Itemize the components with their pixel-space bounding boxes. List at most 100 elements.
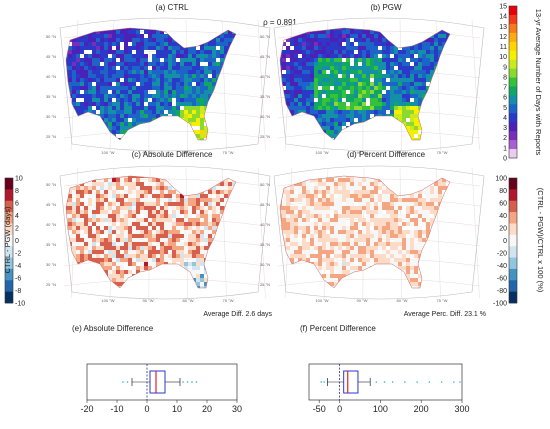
grid-cell: [302, 214, 306, 218]
grid-cell: [108, 74, 112, 78]
grid-cell: [334, 234, 338, 238]
grid-cell: [76, 254, 80, 258]
grid-cell: [362, 54, 366, 58]
grid-cell: [390, 234, 394, 238]
grid-cell: [334, 242, 338, 246]
grid-cell: [302, 110, 306, 114]
grid-cell: [188, 266, 192, 270]
grid-cell: [112, 86, 116, 90]
grid-cell: [406, 102, 410, 106]
grid-cell: [176, 222, 180, 226]
grid-cell: [66, 126, 68, 130]
grid-cell: [338, 202, 342, 206]
grid-cell: [80, 226, 84, 230]
grid-cell: [426, 222, 430, 226]
grid-cell: [168, 214, 172, 218]
grid-cell: [430, 58, 434, 62]
grid-cell: [298, 258, 302, 262]
grid-cell: [374, 250, 378, 254]
grid-cell: [148, 82, 152, 86]
grid-cell: [370, 222, 374, 226]
grid-cell: [338, 214, 342, 218]
grid-cell: [338, 274, 342, 278]
grid-cell: [108, 110, 112, 114]
grid-cell: [144, 82, 148, 86]
grid-cell: [124, 74, 128, 78]
grid-cell: [176, 54, 180, 58]
grid-cell: [422, 78, 426, 82]
grid-cell: [164, 86, 168, 90]
grid-cell: [286, 202, 290, 206]
grid-cell: [156, 182, 160, 186]
grid-cell: [338, 270, 342, 274]
grid-cell: [362, 110, 366, 114]
grid-cell: [430, 42, 434, 46]
longitude-label: 90 °W: [143, 298, 154, 303]
grid-cell: [302, 74, 306, 78]
grid-cell: [378, 194, 382, 198]
latitude-label: 45 °N: [46, 54, 56, 59]
grid-cell: [366, 82, 370, 86]
grid-cell: [286, 74, 290, 78]
grid-cell: [132, 82, 136, 86]
grid-cell: [140, 110, 144, 114]
grid-cell: [96, 62, 100, 66]
grid-cell: [168, 70, 172, 74]
grid-cell: [188, 234, 192, 238]
grid-cell: [362, 178, 366, 182]
grid-cell: [434, 58, 438, 62]
longitude-label: 100 °W: [101, 298, 114, 303]
grid-cell: [334, 274, 338, 278]
grid-cell: [156, 250, 160, 254]
grid-cell: [370, 82, 374, 86]
grid-cell: [184, 110, 188, 114]
grid-cell: [112, 42, 116, 46]
grid-cell: [160, 194, 164, 198]
grid-cell: [406, 70, 410, 74]
grid-cell: [88, 254, 92, 258]
grid-cell: [196, 270, 200, 274]
grid-cell: [374, 58, 378, 62]
grid-cell: [128, 28, 132, 30]
grid-cell: [282, 78, 286, 82]
grid-cell: [374, 226, 378, 230]
grid-cell: [176, 206, 180, 210]
grid-cell: [204, 106, 208, 110]
grid-cell: [334, 250, 338, 254]
grid-cell: [406, 78, 410, 82]
grid-cell: [96, 186, 100, 190]
grid-cell: [152, 70, 156, 74]
grid-cell: [124, 274, 128, 278]
grid-cell: [394, 234, 398, 238]
grid-cell: [108, 82, 112, 86]
grid-cell: [318, 102, 322, 106]
grid-cell: [358, 54, 362, 58]
grid-cell: [164, 74, 168, 78]
grid-cell: [192, 62, 196, 66]
grid-cell: [100, 182, 104, 186]
grid-cell: [422, 58, 426, 62]
grid-cell: [378, 74, 382, 78]
grid-cell: [306, 34, 310, 38]
grid-cell: [100, 250, 104, 254]
grid-cell: [116, 50, 120, 54]
grid-cell: [152, 86, 156, 90]
grid-cell: [370, 66, 374, 70]
grid-cell: [294, 82, 298, 86]
grid-cell: [180, 242, 184, 246]
grid-cell: [140, 218, 144, 222]
grid-cell: [310, 98, 314, 102]
grid-cell: [310, 58, 314, 62]
grid-cell: [192, 58, 196, 62]
grid-cell: [338, 30, 342, 34]
grid-cell: [100, 198, 104, 202]
grid-cell: [104, 210, 108, 214]
grid-cell: [112, 66, 116, 70]
grid-cell: [342, 270, 346, 274]
grid-cell: [128, 114, 132, 118]
grid-cell: [188, 262, 192, 266]
grid-cell: [88, 90, 92, 94]
grid-cell: [88, 38, 92, 42]
grid-cell: [196, 274, 200, 278]
grid-cell: [164, 50, 168, 54]
